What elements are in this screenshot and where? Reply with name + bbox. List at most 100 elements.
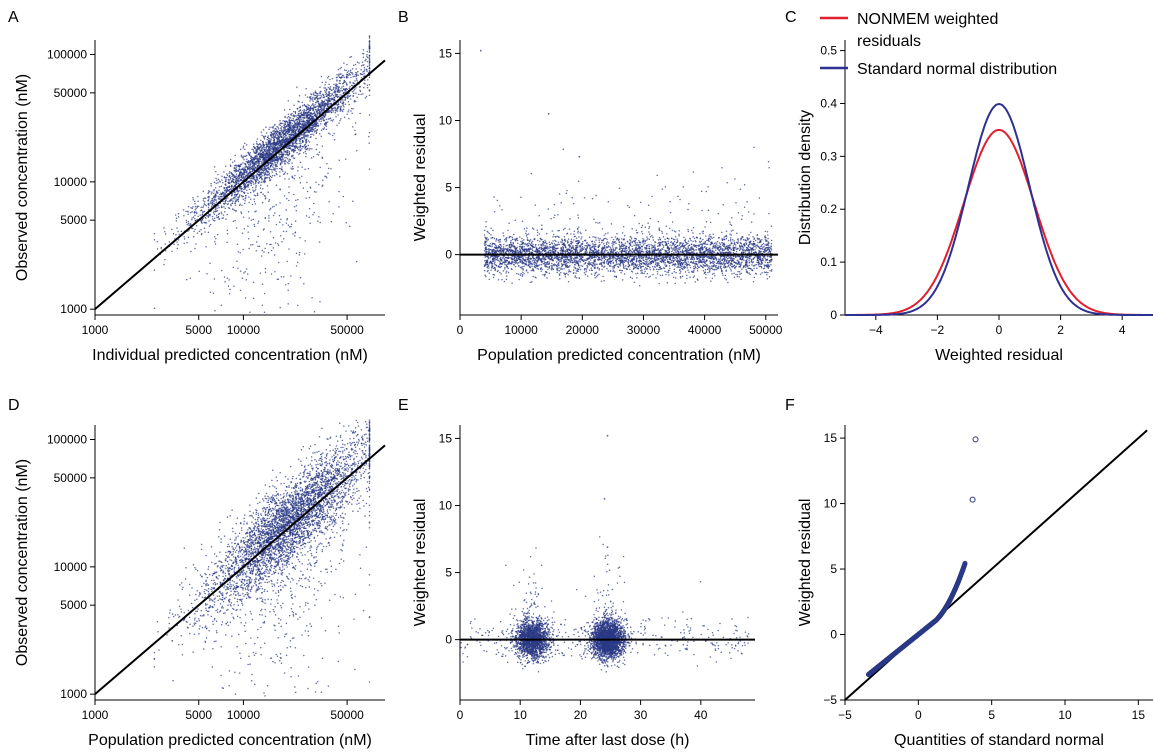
data-point xyxy=(567,273,569,276)
data-point xyxy=(288,186,290,188)
data-point xyxy=(308,216,310,218)
data-point xyxy=(227,285,230,287)
data-point xyxy=(324,99,326,101)
data-point xyxy=(290,134,293,136)
data-point xyxy=(273,174,276,177)
data-point xyxy=(255,185,257,187)
data-point xyxy=(648,238,651,240)
data-point xyxy=(281,166,283,168)
data-point xyxy=(282,134,285,137)
data-point xyxy=(284,135,287,137)
data-point xyxy=(212,292,215,295)
data-point xyxy=(229,288,231,291)
data-point xyxy=(227,200,229,203)
data-point xyxy=(239,252,241,254)
data-point xyxy=(292,167,294,170)
data-point xyxy=(210,193,213,195)
data-point xyxy=(178,233,180,236)
data-point xyxy=(268,198,271,201)
data-point xyxy=(543,260,545,262)
data-point xyxy=(213,198,216,200)
data-point xyxy=(368,64,371,66)
data-point xyxy=(553,203,556,206)
data-point xyxy=(216,191,219,193)
data-point xyxy=(223,203,226,205)
data-point xyxy=(242,184,245,186)
data-point xyxy=(327,75,330,78)
data-point xyxy=(321,105,323,107)
data-point xyxy=(271,151,273,153)
data-point xyxy=(362,93,364,95)
data-point xyxy=(270,136,273,138)
data-point xyxy=(317,94,319,97)
data-point xyxy=(265,141,267,144)
data-point xyxy=(360,64,363,67)
data-point xyxy=(299,146,301,148)
data-point xyxy=(288,178,290,180)
data-point xyxy=(729,238,732,241)
data-point xyxy=(260,153,263,156)
data-point xyxy=(686,267,688,269)
data-point xyxy=(349,98,352,100)
data-point xyxy=(235,175,237,178)
data-point xyxy=(505,272,507,274)
data-point xyxy=(230,185,232,188)
data-point xyxy=(312,213,314,216)
data-point xyxy=(242,178,245,180)
data-point xyxy=(368,131,371,134)
data-point xyxy=(221,217,223,219)
data-point xyxy=(303,120,305,122)
data-point xyxy=(211,215,214,218)
data-point xyxy=(658,262,660,265)
data-point xyxy=(221,206,223,208)
data-point xyxy=(203,221,205,224)
data-point xyxy=(285,140,288,143)
data-point xyxy=(750,251,753,253)
data-point xyxy=(180,230,183,233)
data-point xyxy=(368,44,371,46)
data-point xyxy=(249,161,252,163)
data-point xyxy=(235,173,238,175)
data-point xyxy=(741,218,743,220)
data-point xyxy=(280,218,282,221)
data-point xyxy=(269,208,271,211)
data-point xyxy=(307,131,309,133)
data-point xyxy=(307,134,309,136)
data-point xyxy=(359,112,361,115)
data-point xyxy=(264,271,267,274)
data-point xyxy=(343,62,345,64)
data-point xyxy=(251,180,253,183)
data-point xyxy=(241,204,243,207)
data-point xyxy=(368,76,371,78)
data-point xyxy=(272,214,275,217)
data-point xyxy=(344,98,347,101)
data-point xyxy=(299,150,301,152)
data-point xyxy=(305,140,307,142)
data-point xyxy=(579,231,582,234)
data-point xyxy=(186,241,188,244)
data-point xyxy=(301,175,303,177)
data-point xyxy=(210,182,212,185)
data-point xyxy=(285,160,287,163)
data-point xyxy=(253,223,255,226)
data-point xyxy=(252,190,255,193)
data-point xyxy=(251,170,254,172)
data-point xyxy=(616,232,618,235)
data-point xyxy=(511,282,513,284)
data-point xyxy=(286,147,288,150)
data-point xyxy=(696,269,699,272)
data-point xyxy=(268,214,270,217)
data-point xyxy=(275,159,277,161)
data-point xyxy=(217,216,219,219)
data-point xyxy=(177,212,180,215)
data-point xyxy=(319,94,321,97)
data-point xyxy=(242,155,244,157)
data-point xyxy=(286,136,288,138)
data-point xyxy=(324,87,327,89)
data-point xyxy=(315,137,317,140)
data-point xyxy=(221,179,223,181)
data-point xyxy=(177,215,180,218)
data-point xyxy=(315,94,317,97)
data-point xyxy=(261,150,263,152)
scatter-points xyxy=(153,35,371,314)
